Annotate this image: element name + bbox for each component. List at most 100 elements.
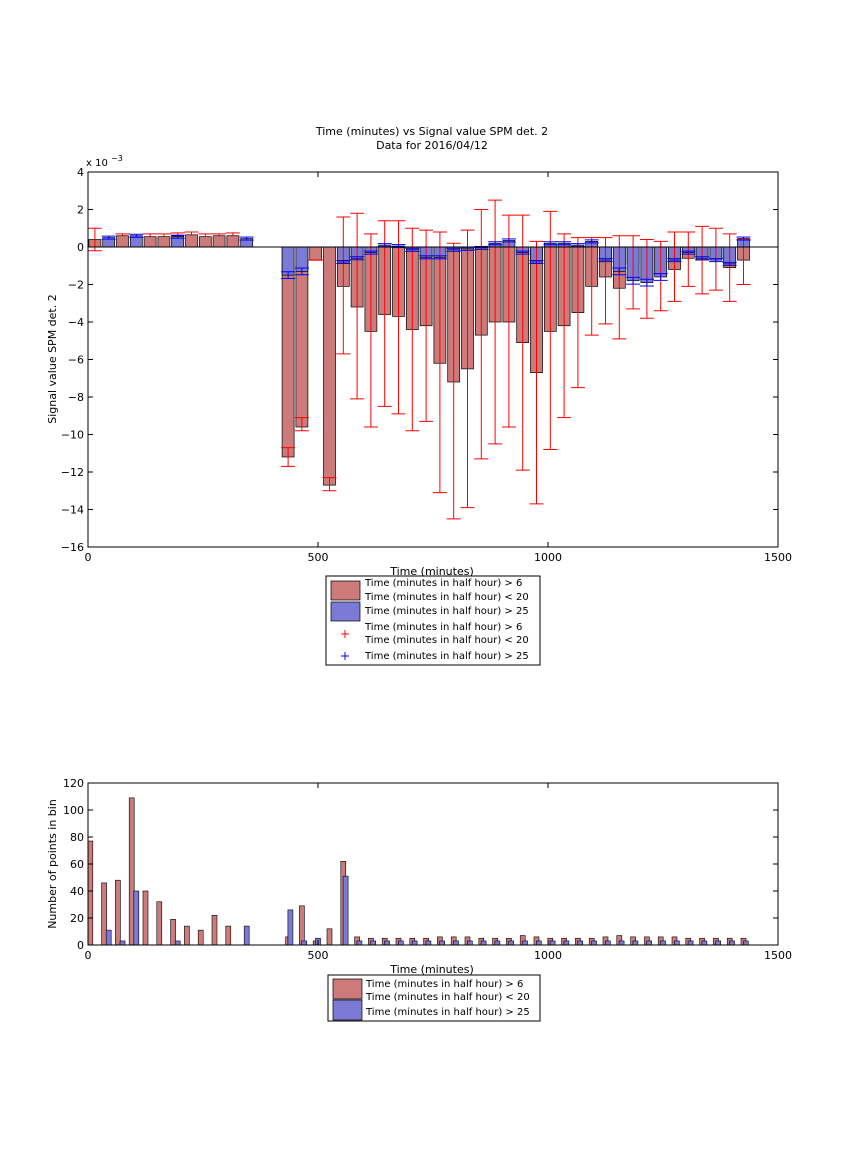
count-bar-blue <box>508 940 515 946</box>
count-bar-red <box>170 919 176 946</box>
y-tick-label: 120 <box>63 777 84 790</box>
legend-swatch <box>330 601 361 622</box>
legend-box-bottom <box>327 974 541 1022</box>
count-bar-blue <box>356 940 363 946</box>
count-bar-blue <box>370 940 377 946</box>
legend-swatch <box>330 580 361 601</box>
count-bar-red <box>101 882 107 946</box>
count-bar-blue <box>480 940 487 946</box>
count-bar-blue <box>287 909 294 946</box>
y-tick-label: 0 <box>77 241 84 254</box>
axes-box-bottom <box>87 782 779 946</box>
y-tick-label: −16 <box>61 541 84 554</box>
count-bar-red <box>211 914 218 946</box>
axes-box <box>87 171 779 548</box>
count-bar-blue <box>687 940 694 946</box>
count-bar-red <box>115 879 121 946</box>
count-bar-red <box>156 901 163 946</box>
count-bar-blue <box>604 940 611 946</box>
count-bar-blue <box>660 940 666 946</box>
bar-red <box>226 235 240 248</box>
y-tick-label: 20 <box>70 912 84 925</box>
count-bar-blue <box>384 940 390 946</box>
count-bar-blue <box>563 940 570 946</box>
count-bar-blue <box>729 940 735 946</box>
legend-label: Time (minutes in half hour) > 25 <box>364 651 529 662</box>
legend-label: Time (minutes in half hour) > 25 <box>365 1007 530 1018</box>
legend-label: Time (minutes in half hour) > 6 <box>364 622 522 633</box>
count-bar-blue <box>453 940 459 946</box>
x-tick-label: 1000 <box>534 551 562 564</box>
count-bar-blue <box>119 940 126 946</box>
count-bar-blue <box>549 940 556 946</box>
x-tick-label: 1500 <box>764 949 792 962</box>
x-axis-label: Time (minutes) <box>389 565 474 578</box>
legend-label: Time (minutes in half hour) < 20 <box>365 992 530 1003</box>
legend-label: Time (minutes in half hour) > 25 <box>364 606 529 617</box>
count-bar-red <box>225 925 232 946</box>
x-axis-label-bottom: Time (minutes) <box>389 963 474 976</box>
count-bar-red <box>299 905 305 946</box>
axis-exponent-power: −3 <box>111 154 123 163</box>
count-bar-red <box>128 797 135 946</box>
legend-swatch <box>332 978 363 1000</box>
count-bar-blue <box>632 940 639 946</box>
count-bar-red <box>184 925 190 946</box>
count-bar-blue <box>646 940 653 946</box>
legend-label: Time (minutes in half hour) < 20 <box>364 635 529 646</box>
count-bar-blue <box>439 940 446 946</box>
count-bar-blue <box>618 940 625 946</box>
bar-red <box>323 246 336 486</box>
bar-red <box>116 235 129 248</box>
y-tick-label: −10 <box>61 429 84 442</box>
bar-red <box>143 236 157 248</box>
legend-swatch <box>332 999 363 1021</box>
count-bar-blue <box>342 875 349 946</box>
y-tick-label: 2 <box>77 204 84 217</box>
y-tick-label: 4 <box>77 166 84 179</box>
x-tick-label: 0 <box>85 551 92 564</box>
count-bar-blue <box>673 940 680 946</box>
count-bar-blue <box>715 940 722 946</box>
count-bar-blue <box>701 940 708 946</box>
count-bar-red <box>87 840 94 946</box>
count-bar-blue <box>397 940 404 946</box>
x-tick-label: 500 <box>308 551 329 564</box>
y-tick-label: 40 <box>70 885 84 898</box>
count-bar-red <box>142 890 149 946</box>
count-bar-blue <box>243 925 250 946</box>
legend-label: Time (minutes in half hour) < 20 <box>364 592 529 603</box>
y-tick-label: −4 <box>68 316 84 329</box>
y-tick-label: −8 <box>68 391 84 404</box>
y-tick-label: −2 <box>68 279 84 292</box>
count-bar-blue <box>301 940 308 946</box>
x-tick-label: 0 <box>85 949 92 962</box>
legend-box <box>325 575 541 666</box>
bar-red <box>309 246 323 261</box>
bar-blue <box>281 246 295 276</box>
count-bar-blue <box>535 940 542 946</box>
y-tick-label: 80 <box>70 831 84 844</box>
count-bar-blue <box>577 940 584 946</box>
count-bar-blue <box>174 940 181 946</box>
count-bar-blue <box>522 940 528 946</box>
y-tick-label: −12 <box>61 466 84 479</box>
count-bar-blue <box>425 940 432 946</box>
count-bar-red <box>326 928 333 946</box>
count-bar-blue <box>466 940 473 946</box>
chart-title: Time (minutes) vs Signal value SPM det. … <box>315 125 548 138</box>
y-axis-label: Signal value SPM det. 2 <box>46 294 59 424</box>
y-axis-label-bottom: Number of points in bin <box>46 799 59 929</box>
count-bar-red <box>197 929 204 946</box>
chart-subtitle: Data for 2016/04/12 <box>376 139 488 152</box>
legend-label: Time (minutes in half hour) > 6 <box>364 578 522 589</box>
x-tick-label: 1000 <box>534 949 562 962</box>
count-bar-blue <box>591 940 597 946</box>
bar-red <box>157 236 171 248</box>
y-tick-label: 0 <box>77 939 84 952</box>
bar-red <box>198 236 212 248</box>
axis-exponent: x 10 <box>86 158 108 169</box>
y-tick-label: 100 <box>63 804 84 817</box>
y-tick-label: 60 <box>70 858 84 871</box>
